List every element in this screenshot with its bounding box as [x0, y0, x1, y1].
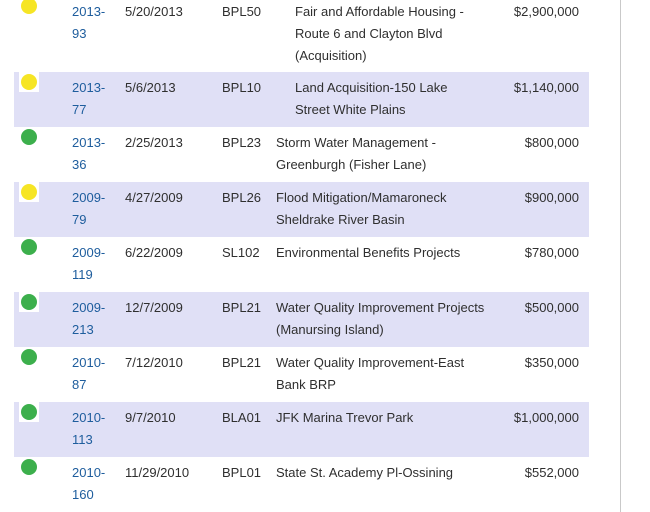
description-line: Land Acquisition-150 Lake: [295, 80, 448, 95]
project-date: 12/7/2009: [125, 300, 183, 315]
description-line: Route 6 and Clayton Blvd: [295, 26, 443, 41]
project-amount: $1,000,000: [513, 410, 579, 425]
project-code: BPL21: [222, 300, 262, 315]
project-description: Flood Mitigation/Mamaroneck Sheldrake Ri…: [276, 187, 491, 231]
project-id-link[interactable]: 2010-113: [72, 410, 106, 447]
project-amount: $900,000: [524, 190, 579, 205]
table-row: 2010-160 11/29/2010 BPL01 State St. Acad…: [14, 457, 589, 512]
project-description: JFK Marina Trevor Park: [276, 407, 491, 429]
table-row: 2013-77 5/6/2013 BPL10 Land Acquisition-…: [14, 72, 589, 127]
project-id-link[interactable]: 2010-87: [72, 355, 106, 392]
project-amount: $350,000: [524, 355, 579, 370]
project-description: Land Acquisition-150 Lake Street White P…: [276, 77, 491, 121]
project-date: 9/7/2010: [125, 410, 176, 425]
panel-divider: [620, 0, 621, 512]
project-amount: $780,000: [524, 245, 579, 260]
table-row: 2010-87 7/12/2010 BPL21 Water Quality Im…: [14, 347, 589, 402]
description-line: Environmental Benefits Projects: [276, 245, 461, 260]
table-row: 2009-213 12/7/2009 BPL21 Water Quality I…: [14, 292, 589, 347]
project-date: 5/20/2013: [125, 4, 183, 19]
table-row: 2009-119 6/22/2009 SL102 Environmental B…: [14, 237, 589, 292]
status-dot: [19, 237, 39, 257]
status-dot: [19, 182, 39, 202]
project-date: 2/25/2013: [125, 135, 183, 150]
status-dot: [19, 72, 39, 92]
status-dot: [19, 292, 39, 312]
project-description: Storm Water Management - Greenburgh (Fis…: [276, 132, 491, 176]
description-line: Street White Plains: [295, 102, 406, 117]
table-row: 2009-79 4/27/2009 BPL26 Flood Mitigation…: [14, 182, 589, 237]
description-line: Sheldrake River Basin: [276, 212, 405, 227]
table-row: 2013-93 5/20/2013 BPL50 Fair and Afforda…: [14, 0, 589, 72]
project-id-link[interactable]: 2010-160: [72, 465, 106, 502]
project-code: BPL50: [222, 4, 262, 19]
status-circle-icon: [21, 0, 37, 14]
description-line: State St. Academy Pl-Ossining: [276, 465, 454, 480]
status-circle-icon: [21, 459, 37, 475]
project-description: Environmental Benefits Projects: [276, 242, 491, 264]
description-line: Storm Water Management -: [276, 135, 436, 150]
description-line: Water Quality Improvement-East: [276, 355, 465, 370]
project-description: Fair and Affordable Housing - Route 6 an…: [276, 1, 491, 67]
status-circle-icon: [21, 74, 37, 90]
description-line: Greenburgh (Fisher Lane): [276, 157, 427, 172]
description-line: (Manursing Island): [276, 322, 384, 337]
status-circle-icon: [21, 239, 37, 255]
project-code: BPL23: [222, 135, 262, 150]
project-id-link[interactable]: 2009-119: [72, 245, 106, 282]
project-id-link[interactable]: 2009-79: [72, 190, 106, 227]
project-id-link[interactable]: 2013-93: [72, 4, 106, 41]
project-date: 4/27/2009: [125, 190, 183, 205]
project-date: 7/12/2010: [125, 355, 183, 370]
project-description: State St. Academy Pl-Ossining: [276, 462, 491, 484]
project-code: BPL01: [222, 465, 262, 480]
table-row: 2013-36 2/25/2013 BPL23 Storm Water Mana…: [14, 127, 589, 182]
status-circle-icon: [21, 404, 37, 420]
project-id-link[interactable]: 2013-77: [72, 80, 106, 117]
project-id-link[interactable]: 2013-36: [72, 135, 106, 172]
project-amount: $2,900,000: [513, 4, 579, 19]
project-date: 5/6/2013: [125, 80, 176, 95]
project-code: BPL10: [222, 80, 262, 95]
project-amount: $800,000: [524, 135, 579, 150]
project-date: 11/29/2010: [125, 465, 190, 480]
status-circle-icon: [21, 349, 37, 365]
project-id-link[interactable]: 2009-213: [72, 300, 106, 337]
project-description: Water Quality Improvement Projects (Manu…: [276, 297, 491, 341]
project-code: BPL26: [222, 190, 262, 205]
project-amount: $552,000: [524, 465, 579, 480]
project-code: BLA01: [222, 410, 262, 425]
table-row: 2010-113 9/7/2010 BLA01 JFK Marina Trevo…: [14, 402, 589, 457]
description-line: (Acquisition): [295, 48, 367, 63]
project-amount: $500,000: [524, 300, 579, 315]
status-dot: [19, 402, 39, 422]
project-description: Water Quality Improvement-East Bank BRP: [276, 352, 491, 396]
status-dot: [19, 347, 39, 367]
project-amount: $1,140,000: [513, 80, 579, 95]
project-date: 6/22/2009: [125, 245, 183, 260]
status-dot: [19, 0, 39, 16]
project-code: BPL21: [222, 355, 262, 370]
description-line: Flood Mitigation/Mamaroneck: [276, 190, 447, 205]
status-circle-icon: [21, 184, 37, 200]
status-dot: [19, 127, 39, 147]
description-line: Fair and Affordable Housing -: [295, 4, 464, 19]
description-line: JFK Marina Trevor Park: [276, 410, 414, 425]
status-circle-icon: [21, 294, 37, 310]
description-line: Water Quality Improvement Projects: [276, 300, 485, 315]
status-dot: [19, 457, 39, 477]
status-circle-icon: [21, 129, 37, 145]
description-line: Bank BRP: [276, 377, 336, 392]
project-code: SL102: [222, 245, 260, 260]
